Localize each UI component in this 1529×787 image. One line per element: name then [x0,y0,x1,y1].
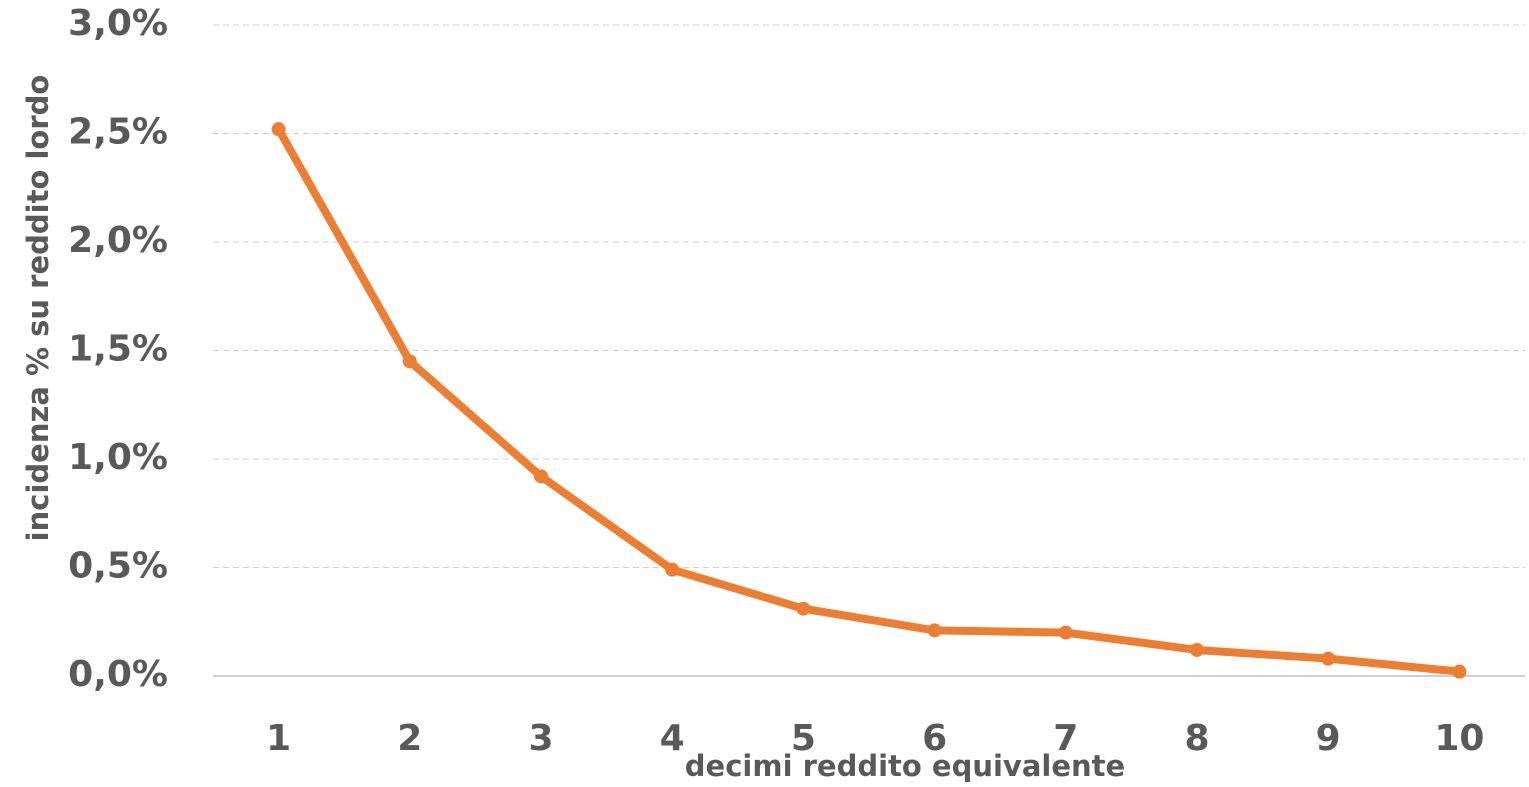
y-tick-label: 3,0% [68,3,168,44]
x-tick-label: 5 [791,718,816,759]
y-tick-label: 2,5% [68,112,168,153]
y-tick-label: 1,5% [68,329,168,370]
data-point [271,122,286,137]
y-tick-label: 0,5% [68,546,168,587]
data-point [534,469,548,484]
y-tick-label: 1,0% [68,437,168,478]
data-point [927,623,942,638]
x-tick-label: 1 [266,718,291,759]
y-axis-title: incidenza % su reddito lordo [21,75,55,542]
x-tick-label: 2 [397,718,422,759]
x-tick-label: 9 [1316,718,1341,759]
x-tick-label: 7 [1053,718,1078,759]
data-point [1058,625,1073,640]
x-tick-label: 6 [922,718,947,759]
data-point [402,354,417,369]
line-series [275,127,1460,676]
x-tick-label: 3 [528,718,553,759]
y-tick-label: 0,0% [68,654,168,695]
x-axis-title: decimi reddito equivalente [685,749,1125,783]
data-point [796,601,811,616]
data-point [1321,651,1336,666]
data-point [1190,642,1204,657]
y-tick-label: 2,0% [68,220,168,261]
x-tick-label: 8 [1184,718,1209,759]
data-point [1452,664,1467,679]
x-tick-label: 4 [660,718,685,759]
data-point [665,562,680,577]
x-tick-label: 10 [1434,718,1484,759]
